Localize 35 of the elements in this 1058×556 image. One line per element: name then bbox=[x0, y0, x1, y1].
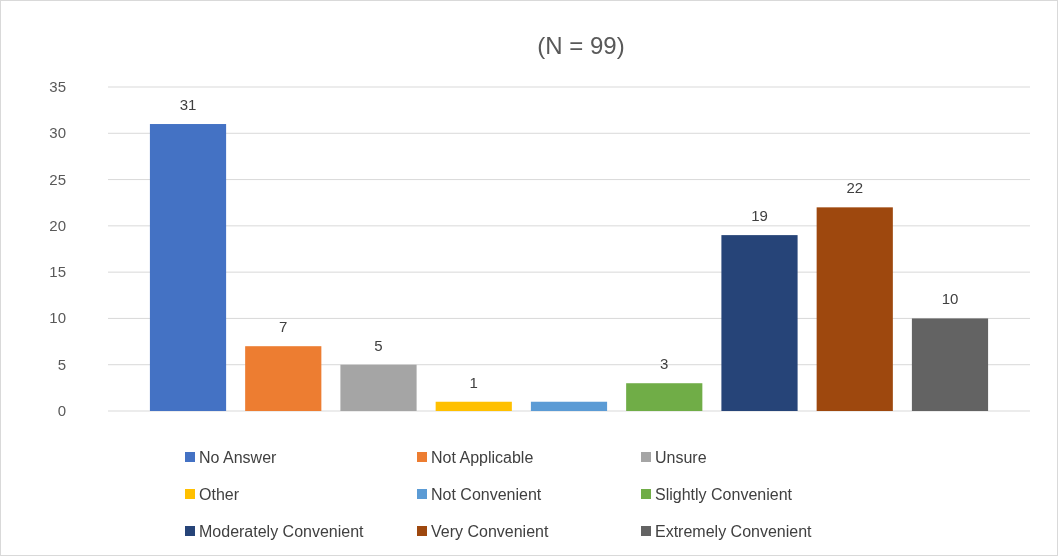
data-label: 22 bbox=[846, 179, 864, 197]
legend-label: Not Applicable bbox=[431, 449, 534, 466]
y-tick-label: 15 bbox=[49, 263, 66, 281]
bar bbox=[245, 346, 322, 411]
data-label: 3 bbox=[660, 355, 669, 373]
legend-label: Other bbox=[199, 486, 240, 503]
data-label: 1 bbox=[469, 373, 478, 391]
y-tick-label: 5 bbox=[57, 355, 66, 373]
bar bbox=[340, 364, 417, 411]
bar bbox=[911, 318, 989, 411]
bar bbox=[816, 207, 893, 411]
y-tick-label: 25 bbox=[49, 170, 66, 188]
bar bbox=[721, 235, 798, 411]
y-tick-label: 35 bbox=[49, 78, 66, 95]
data-label: 10 bbox=[941, 290, 959, 308]
legend-label: Unsure bbox=[655, 449, 707, 466]
legend-label: No Answer bbox=[199, 449, 278, 466]
y-tick-label: 0 bbox=[57, 402, 66, 419]
data-label: 7 bbox=[279, 318, 288, 336]
data-label: 19 bbox=[751, 207, 768, 225]
legend-label: Very Convenient bbox=[431, 523, 549, 540]
legend-label: Not Convenient bbox=[431, 486, 542, 503]
y-tick-label: 30 bbox=[49, 124, 66, 142]
bar bbox=[626, 383, 703, 411]
legend-label: Slightly Convenient bbox=[655, 486, 793, 503]
legend-label: Moderately Convenient bbox=[199, 523, 365, 540]
bar bbox=[530, 401, 608, 411]
data-label: 5 bbox=[374, 336, 383, 354]
legend-label: Extremely Convenient bbox=[655, 523, 813, 540]
bar bbox=[435, 401, 512, 411]
bar bbox=[149, 124, 227, 411]
y-tick-label: 10 bbox=[49, 309, 66, 327]
data-label: 31 bbox=[179, 96, 197, 114]
chart-title: (N = 99) bbox=[537, 32, 625, 59]
y-tick-label: 20 bbox=[49, 216, 66, 234]
